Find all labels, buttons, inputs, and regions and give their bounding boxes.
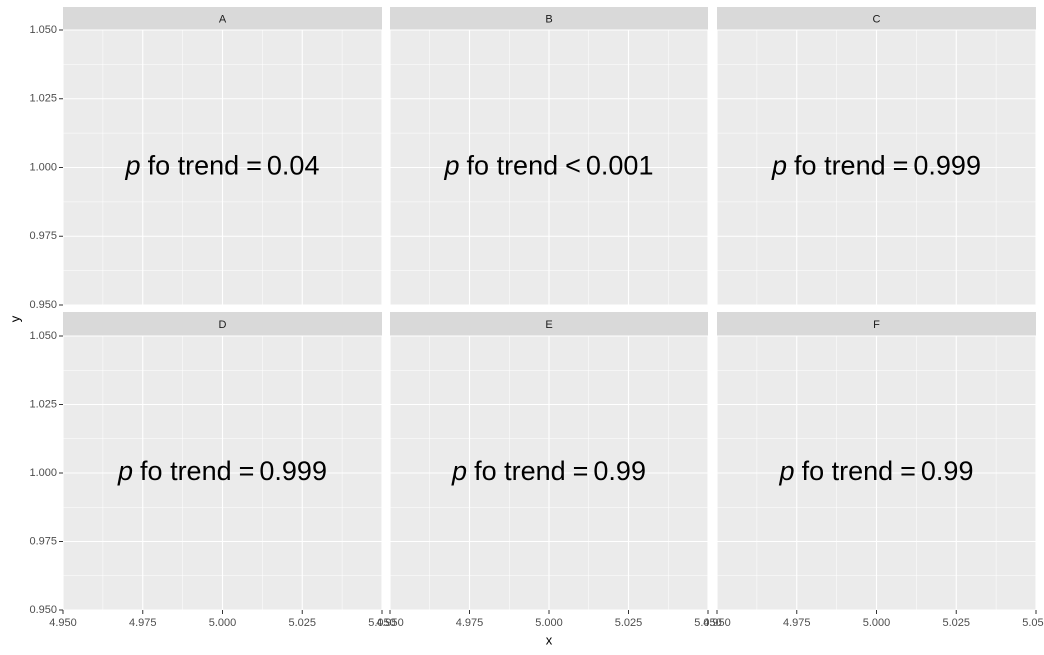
strip-label: A [219, 13, 227, 25]
strip-label: C [873, 13, 881, 25]
annotation: p fo trend = 0.999 [117, 456, 327, 486]
strip-background [63, 7, 382, 30]
strip-label: B [545, 13, 552, 25]
y-tick-label: 0.950 [29, 604, 57, 616]
strip-background [717, 7, 1036, 30]
annotation-value: 0.001 [586, 151, 654, 181]
annotation-text: fo trend [140, 456, 232, 486]
x-tick-label: 4.950 [49, 617, 77, 629]
x-tick-label: 4.975 [129, 617, 157, 629]
strip-label: D [219, 319, 227, 331]
strip-background [63, 312, 382, 336]
annotation-operator: = [893, 151, 909, 181]
annotation-p: p [444, 151, 460, 181]
y-tick-label: 0.975 [29, 535, 57, 547]
x-tick-label: 5.000 [863, 617, 891, 629]
x-tick-label: 4.975 [456, 617, 484, 629]
y-tick-label: 1.025 [29, 93, 57, 105]
annotation-value: 0.04 [267, 151, 320, 181]
annotation-text: fo trend [794, 151, 886, 181]
y-tick-label: 1.025 [29, 398, 57, 410]
annotation-p: p [771, 151, 787, 181]
annotation-p: p [451, 456, 467, 486]
annotation-text: fo trend [148, 151, 240, 181]
annotation: p fo trend = 0.04 [125, 151, 320, 181]
annotation-text: fo trend [802, 456, 894, 486]
annotation-operator: = [239, 456, 255, 486]
annotation-value: 0.99 [593, 456, 646, 486]
annotation-operator: = [246, 151, 262, 181]
strip-background [390, 312, 708, 336]
y-tick-label: 1.050 [29, 24, 57, 36]
strip-label: F [873, 319, 880, 331]
x-tick-label: 5.000 [209, 617, 237, 629]
annotation-p: p [117, 456, 133, 486]
y-axis-title: y [7, 315, 22, 322]
strip-background [390, 7, 708, 30]
annotation-value: 0.99 [921, 456, 974, 486]
x-tick-label: 5.000 [535, 617, 563, 629]
y-tick-label: 0.975 [29, 230, 57, 242]
x-tick-label: 4.950 [376, 617, 404, 629]
annotation-operator: = [573, 456, 589, 486]
x-tick-label: 4.975 [783, 617, 811, 629]
x-axis-title: x [546, 632, 553, 647]
annotation-text: fo trend [474, 456, 566, 486]
y-tick-label: 1.050 [29, 330, 57, 342]
strip-label: E [545, 319, 552, 331]
x-tick-label: 5.050 [694, 617, 722, 629]
x-tick-label: 5.025 [615, 617, 643, 629]
y-tick-label: 1.000 [29, 467, 57, 479]
annotation: p fo trend = 0.99 [451, 456, 646, 486]
strip-background [717, 312, 1036, 336]
x-tick-label: 5.025 [288, 617, 316, 629]
annotation-p: p [779, 456, 795, 486]
annotation-value: 0.999 [913, 151, 981, 181]
x-tick-label: 5.050 [368, 617, 396, 629]
annotation: p fo trend = 0.99 [779, 456, 974, 486]
annotation-p: p [125, 151, 141, 181]
y-tick-label: 1.000 [29, 161, 57, 173]
x-tick-label: 5.050 [1022, 617, 1044, 629]
x-tick-label: 4.950 [703, 617, 731, 629]
annotation-text: fo trend [467, 151, 559, 181]
y-tick-label: 0.950 [29, 299, 57, 311]
annotation-value: 0.999 [259, 456, 327, 486]
x-tick-label: 5.025 [942, 617, 970, 629]
annotation-operator: < [565, 151, 581, 181]
annotation-operator: = [900, 456, 916, 486]
annotation: p fo trend <0.001 [444, 151, 654, 181]
annotation: p fo trend = 0.999 [771, 151, 981, 181]
